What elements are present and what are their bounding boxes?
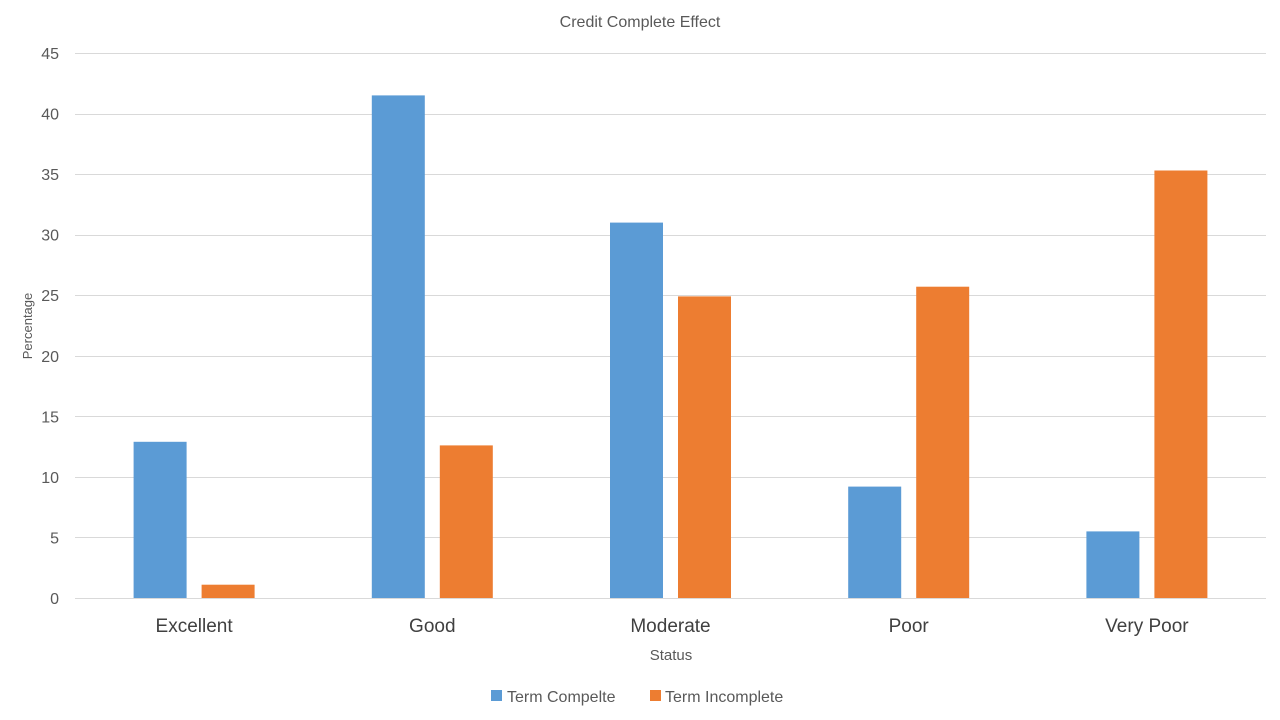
bar-term-incomplete-good — [439, 445, 493, 598]
x-axis-ticks: Excellent Good Moderate Poor Very Poor — [156, 616, 1190, 637]
bar-term-complete-very-poor — [1086, 531, 1140, 598]
bar-term-incomplete-moderate — [678, 296, 731, 598]
bar-term-complete-good — [371, 95, 425, 599]
y-tick-label: 20 — [41, 349, 59, 366]
y-tick-label: 0 — [50, 591, 59, 608]
x-tick-label: Moderate — [630, 616, 710, 637]
x-axis-label: Status — [650, 647, 693, 664]
y-tick-label: 5 — [50, 530, 59, 547]
bar-term-complete-moderate — [610, 222, 663, 598]
legend-swatch — [650, 690, 661, 701]
chart-title: Credit Complete Effect — [560, 14, 721, 31]
x-tick-label: Excellent — [156, 616, 234, 637]
y-tick-label: 45 — [41, 46, 59, 63]
legend-label: Term Incomplete — [665, 689, 783, 706]
x-tick-label: Very Poor — [1105, 616, 1189, 637]
y-axis-label: Percentage — [20, 293, 35, 360]
y-tick-label: 25 — [41, 288, 59, 305]
legend-label: Term Compelte — [507, 689, 616, 706]
bar-term-incomplete-poor — [916, 286, 970, 598]
legend: Term Compelte Term Incomplete — [491, 689, 783, 706]
x-tick-label: Poor — [889, 616, 930, 637]
bar-term-complete-excellent — [133, 441, 187, 598]
y-tick-label: 40 — [41, 107, 59, 124]
gridlines — [75, 53, 1266, 599]
legend-swatch — [491, 690, 502, 701]
bars — [133, 95, 1208, 599]
y-tick-label: 15 — [41, 409, 59, 426]
x-tick-label: Good — [409, 616, 455, 637]
y-tick-label: 10 — [41, 470, 59, 487]
bar-term-complete-poor — [848, 486, 902, 598]
bar-term-incomplete-excellent — [201, 584, 255, 598]
y-tick-label: 35 — [41, 167, 59, 184]
bar-term-incomplete-very-poor — [1154, 170, 1208, 598]
y-tick-label: 30 — [41, 228, 59, 245]
y-axis-ticks: 0 5 10 15 20 25 30 35 40 45 — [41, 46, 59, 608]
